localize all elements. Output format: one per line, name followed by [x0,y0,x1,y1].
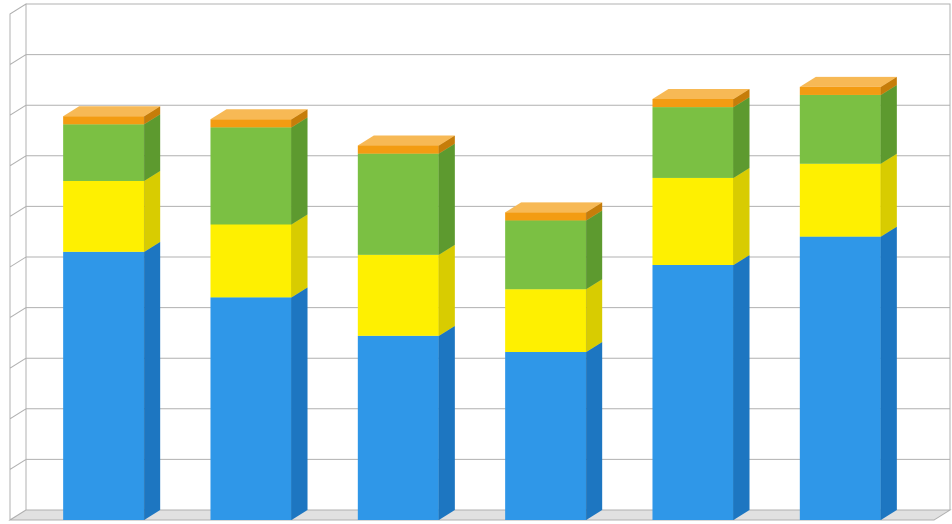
bar-segment [505,220,586,289]
bar-segment [63,252,144,520]
bar-segment [652,107,733,178]
bar-segment [358,255,439,336]
bar-segment [652,178,733,265]
bar-segment [800,237,881,520]
bar-segment [652,265,733,520]
bar-segment [800,95,881,164]
bar-segment [358,146,439,154]
bar-segment [505,212,586,220]
bar-segment [210,297,291,520]
bar-segment [210,119,291,127]
bar-segment [800,87,881,95]
bar-segment [210,224,291,297]
bar-segment [652,99,733,107]
bar-segment [63,124,144,181]
bar-segment [63,181,144,252]
bar-segment [505,352,586,520]
bar-segment [505,289,586,352]
bar-segment [210,127,291,224]
bar-segment [358,336,439,520]
bar-segment [800,164,881,237]
bar-segment [358,154,439,255]
stacked-bar-chart [0,0,952,524]
bar-segment [63,116,144,124]
